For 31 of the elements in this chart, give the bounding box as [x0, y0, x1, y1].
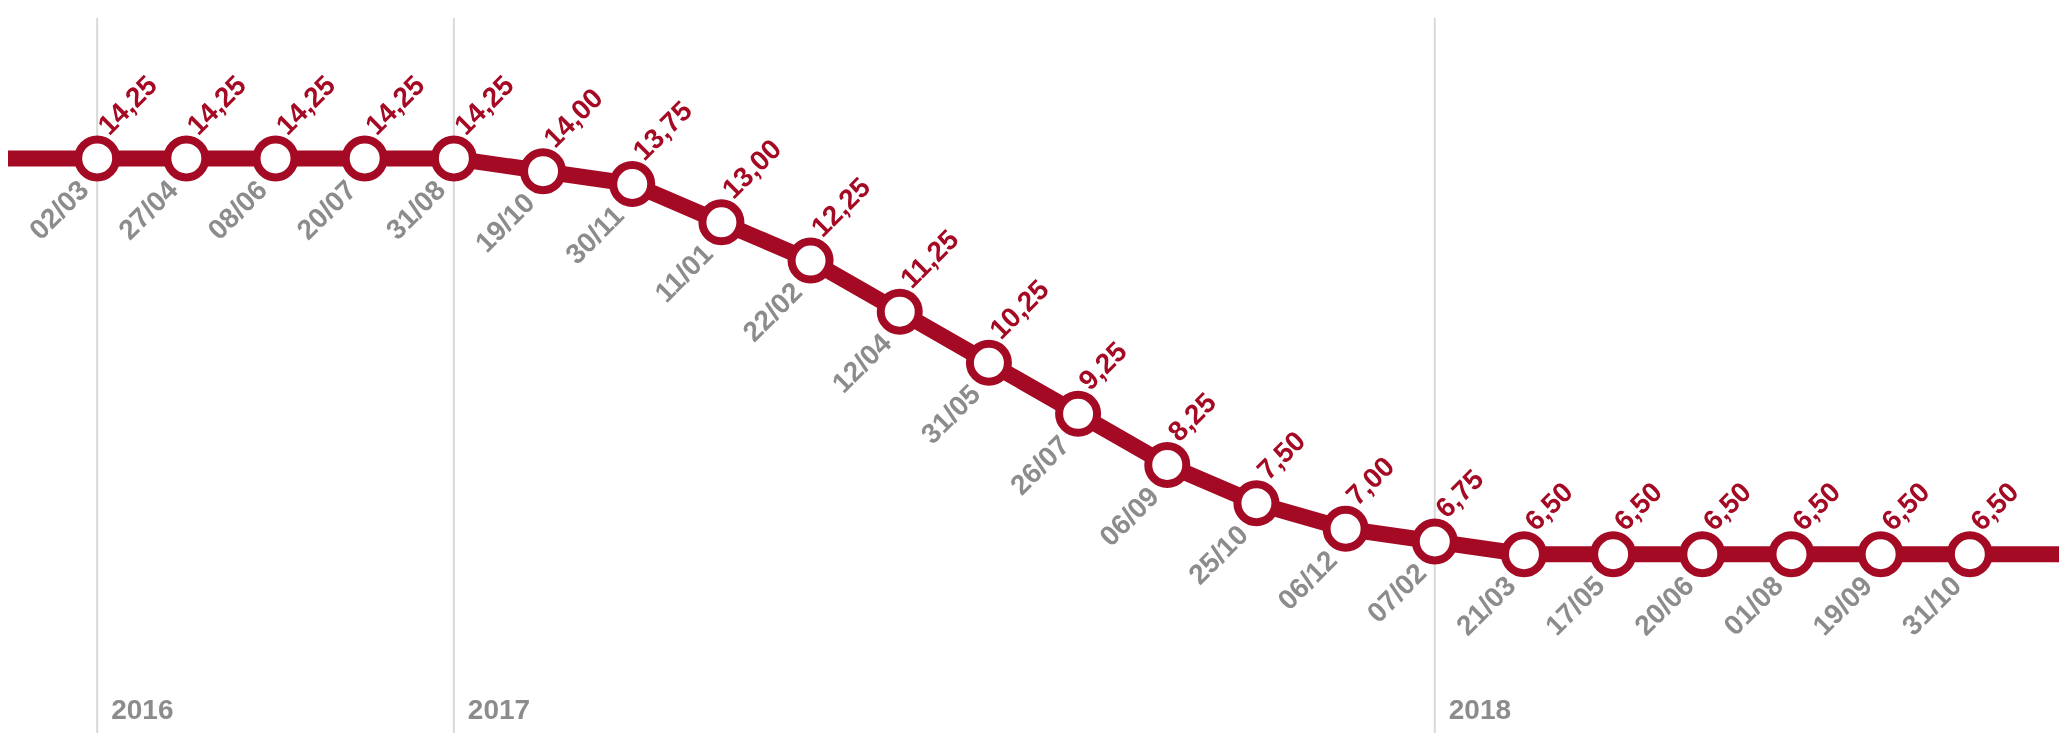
point	[1768, 531, 1815, 578]
point	[1679, 531, 1726, 578]
point	[1857, 531, 1904, 578]
point	[1411, 518, 1458, 565]
data-label: 6,50	[1964, 476, 2025, 537]
point	[787, 237, 834, 284]
data-label: 6,50	[1607, 476, 1668, 537]
point	[609, 160, 656, 207]
ref-line-label: 2016	[111, 694, 174, 725]
point	[876, 288, 923, 335]
point	[965, 339, 1012, 386]
point	[520, 148, 567, 195]
point	[1144, 441, 1191, 488]
data-label: 7,00	[1339, 450, 1401, 511]
point	[1322, 505, 1369, 552]
point	[430, 135, 477, 182]
data-label: 6,50	[1518, 476, 1579, 537]
ref-line-label: 2018	[1448, 694, 1512, 725]
data-label: 6,50	[1874, 476, 1936, 537]
point	[698, 199, 745, 246]
point	[163, 135, 210, 182]
point	[252, 135, 299, 182]
data-label: 6,75	[1429, 463, 1490, 524]
point	[1233, 480, 1280, 527]
ref-line-label: 2017	[467, 694, 531, 725]
point	[1946, 531, 1993, 578]
data-label: 7,50	[1250, 424, 1312, 486]
data-label: 6,50	[1785, 476, 1847, 537]
point	[74, 135, 121, 182]
point	[1500, 531, 1547, 578]
data-label: 6,50	[1696, 476, 1758, 537]
